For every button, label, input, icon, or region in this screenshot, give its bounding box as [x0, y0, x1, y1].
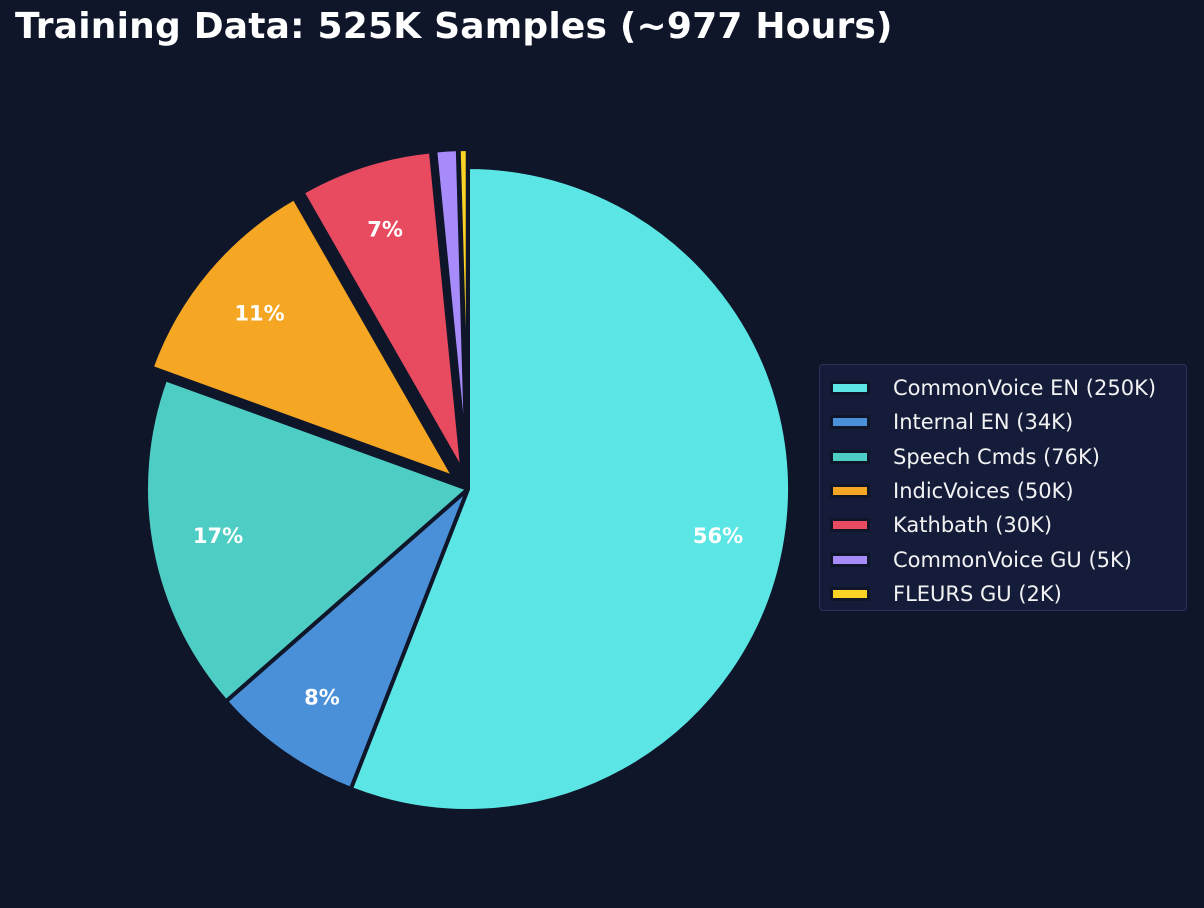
legend-label: CommonVoice EN (250K) — [893, 376, 1157, 401]
pie-slice-fleurs-gu-2k — [456, 147, 470, 474]
pie-slice-internal-en-34k — [224, 487, 470, 791]
legend-swatch — [830, 381, 870, 396]
legend-label: IndicVoices (50K) — [893, 479, 1074, 504]
legend-swatch — [830, 518, 870, 533]
pie-slices — [144, 147, 792, 813]
legend-swatch — [830, 586, 870, 601]
pie-percent-label: 11% — [234, 302, 284, 326]
legend-item: FLEURS GU (2K) — [830, 577, 1186, 611]
legend-label: Internal EN (34K) — [893, 410, 1074, 435]
pie-slice-kathbath-30k — [300, 149, 465, 474]
legend-item: CommonVoice GU (5K) — [830, 542, 1186, 576]
legend-swatch — [830, 449, 870, 464]
legend-item: CommonVoice EN (250K) — [830, 371, 1186, 405]
legend-label: CommonVoice GU (5K) — [893, 547, 1132, 572]
legend: CommonVoice EN (250K) Internal EN (34K) Sp… — [819, 364, 1187, 611]
legend-label: Kathbath (30K) — [893, 513, 1053, 538]
legend-item: Internal EN (34K) — [830, 405, 1186, 439]
chart-title: Training Data: 525K Samples (~977 Hours) — [15, 6, 893, 47]
legend-label: FLEURS GU (2K) — [893, 581, 1062, 606]
pie-slice-commonvoice-en-250k — [348, 165, 792, 813]
legend-item: Speech Cmds (76K) — [830, 440, 1186, 474]
legend-swatch — [830, 484, 870, 499]
pie-percent-label: 56% — [693, 524, 743, 548]
pie-percent-label: 8% — [304, 685, 340, 709]
legend-swatch — [830, 552, 870, 567]
legend-label: Speech Cmds (76K) — [893, 444, 1100, 469]
legend-item: IndicVoices (50K) — [830, 474, 1186, 508]
pie-percent-labels: 56% 8% 17% 11% 7% — [193, 218, 743, 710]
legend-swatch — [830, 415, 870, 430]
pie-slice-speech-cmds-76k — [144, 377, 470, 704]
pie-percent-label: 7% — [367, 218, 403, 242]
pie-slice-indicvoices-50k — [149, 195, 457, 480]
legend-item: Kathbath (30K) — [830, 508, 1186, 542]
pie-percent-label: 17% — [193, 524, 243, 548]
